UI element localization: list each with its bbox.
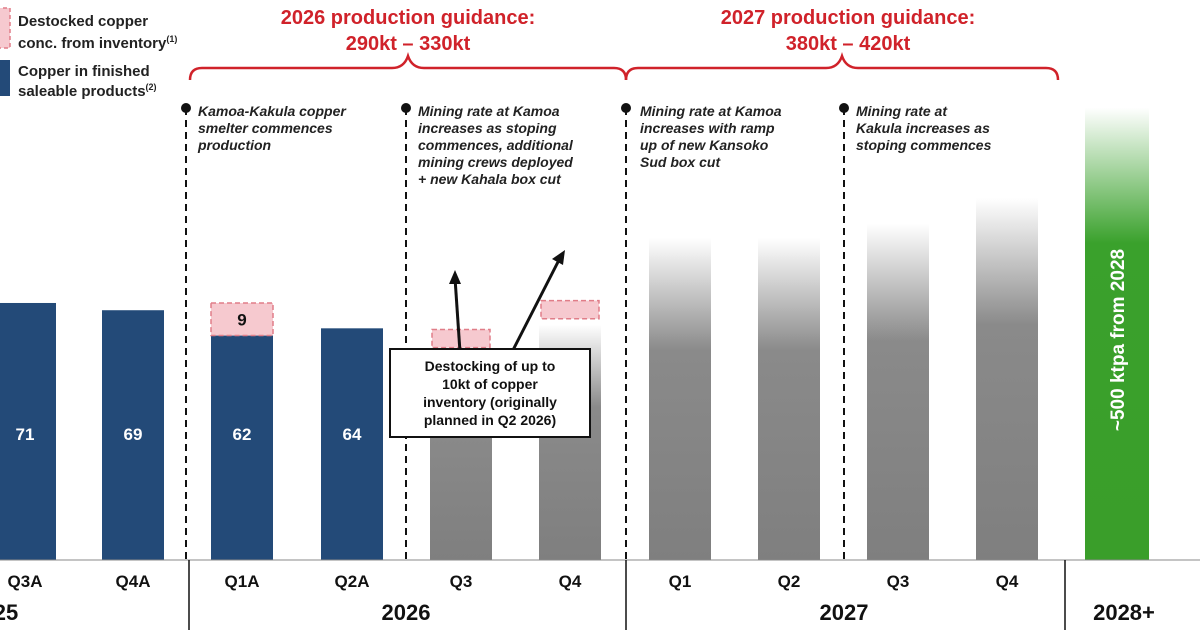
year-dividers xyxy=(188,560,1066,630)
note-kamoa-stoping-line: mining crews deployed xyxy=(418,154,573,170)
note-kamoa-stoping: Mining rate at Kamoa increases as stopin… xyxy=(418,103,574,187)
note-smelter-line: smelter commences xyxy=(198,120,333,136)
note-kamoa-stoping-line: commences, additional xyxy=(418,137,574,153)
guidance-2027-range: 380kt – 420kt xyxy=(786,33,911,55)
x-tick-label: Q3 xyxy=(450,572,473,591)
note-smelter: Kamoa-Kakula copper smelter commences pr… xyxy=(197,103,347,153)
bar-finished xyxy=(321,328,383,560)
milestone-dot-q1-2026 xyxy=(181,103,191,113)
note-kamoa-stoping-line: increases as stoping xyxy=(418,120,557,136)
year-label: 2027 xyxy=(820,600,869,625)
note-kamoa-stoping-line: Mining rate at Kamoa xyxy=(418,103,560,119)
callout-box xyxy=(389,348,591,438)
milestone-dot-q3-2026 xyxy=(401,103,411,113)
x-tick-labels: Q3A Q4A Q1A Q2A Q3 Q4 Q1 Q2 Q3 Q4 xyxy=(8,572,1019,591)
bar-value-label: 62 xyxy=(233,425,252,444)
x-tick-label: Q3A xyxy=(8,572,43,591)
callout-line: inventory (originally xyxy=(423,394,557,410)
x-tick-label: Q4 xyxy=(559,572,582,591)
bars: ~500 ktpa from 2028 71 69 62 9 64 xyxy=(0,107,1149,560)
x-tick-label: Q1A xyxy=(225,572,260,591)
guidance-2027-title: 2027 production guidance: xyxy=(721,7,975,29)
bar-2028-label: ~500 ktpa from 2028 xyxy=(1108,249,1129,431)
destock-value-label: 9 xyxy=(237,310,246,329)
note-kakula-stoping-line: Kakula increases as xyxy=(856,120,990,136)
guidance-2026-brace xyxy=(188,52,628,81)
guidance-2026-title: 2026 production guidance: xyxy=(281,7,535,29)
note-kakula-stoping-line: stoping commences xyxy=(856,137,992,153)
bar-2028 xyxy=(1085,107,1149,560)
milestone-lines xyxy=(181,103,849,560)
x-tick-label: Q3 xyxy=(887,572,910,591)
legend-swatch-destock xyxy=(0,7,11,49)
milestone-dot-q3-2027 xyxy=(839,103,849,113)
note-kansoko-sud-line: Sud box cut xyxy=(640,154,721,170)
bar-finished xyxy=(0,302,56,560)
bar-projected xyxy=(867,223,929,560)
bar-projected xyxy=(976,198,1038,560)
legend-label-destock-line2: conc. from inventory(1) xyxy=(18,34,177,52)
note-kakula-stoping: Mining rate at Kakula increases as stopi… xyxy=(856,103,992,153)
legend-label-finished-line1: Copper in finished xyxy=(18,63,150,80)
x-tick-label: Q2A xyxy=(335,572,370,591)
callout-line: planned in Q2 2026) xyxy=(424,412,556,428)
bar-value-label: 71 xyxy=(16,425,35,444)
guidance-2027: 2027 production guidance: 380kt – 420kt xyxy=(624,7,1060,81)
note-kansoko-sud-line: Mining rate at Kamoa xyxy=(640,103,782,119)
callout-arrowhead-q3 xyxy=(449,270,461,284)
bar-destock xyxy=(210,302,274,337)
x-tick-label: Q1 xyxy=(669,572,692,591)
year-label: 25 xyxy=(0,600,18,625)
note-smelter-line: Kamoa-Kakula copper xyxy=(198,103,347,119)
bar-finished xyxy=(102,310,164,560)
note-smelter-line: production xyxy=(197,137,271,153)
guidance-2026-range: 290kt – 330kt xyxy=(346,33,471,55)
note-kamoa-stoping-line: + new Kahala box cut xyxy=(418,171,562,187)
x-tick-label: Q2 xyxy=(778,572,801,591)
bar-projected xyxy=(649,237,711,560)
bar-projected xyxy=(758,237,820,560)
note-kansoko-sud-line: increases with ramp xyxy=(640,120,775,136)
legend-label-finished-line2: saleable products(2) xyxy=(18,82,157,100)
callout-arrowhead-q4 xyxy=(552,250,565,265)
callout-line: 10kt of copper xyxy=(442,376,538,392)
legend: Destocked copper conc. from inventory(1)… xyxy=(0,7,177,100)
legend-label-destock-line1: Destocked copper xyxy=(18,13,148,30)
x-tick-label: Q4 xyxy=(996,572,1019,591)
callout-arrow-q4 xyxy=(510,257,562,353)
x-tick-label: Q4A xyxy=(116,572,151,591)
bar-finished xyxy=(211,335,273,560)
guidance-2027-brace xyxy=(624,52,1060,81)
callout-line: Destocking of up to xyxy=(425,358,556,374)
note-kakula-stoping-line: Mining rate at xyxy=(856,103,948,119)
year-labels: 25 2026 2027 2028+ xyxy=(0,600,1155,625)
callout-arrow-q3 xyxy=(453,277,462,353)
year-label: 2028+ xyxy=(1093,600,1155,625)
guidance-2026: 2026 production guidance: 290kt – 330kt xyxy=(188,7,628,81)
legend-swatch-finished xyxy=(0,60,10,96)
destocking-callout: Destocking of up to 10kt of copper inven… xyxy=(389,250,591,438)
note-kansoko-sud: Mining rate at Kamoa increases with ramp… xyxy=(640,103,782,170)
bar-destock xyxy=(540,299,600,320)
bar-value-label: 69 xyxy=(124,425,143,444)
note-kansoko-sud-line: up of new Kansoko xyxy=(640,137,769,153)
bar-value-label: 64 xyxy=(343,425,362,444)
milestone-dot-q1-2027 xyxy=(621,103,631,113)
year-label: 2026 xyxy=(382,600,431,625)
